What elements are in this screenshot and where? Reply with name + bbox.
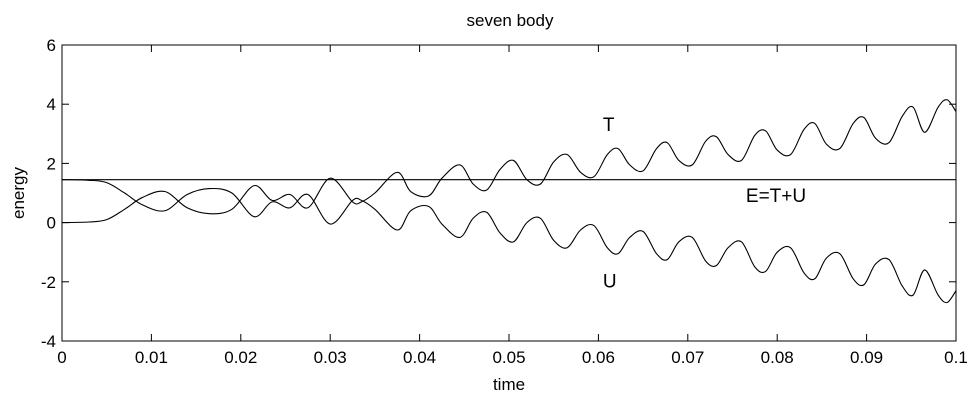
x-tick-label: 0.09 [850, 348, 883, 367]
x-tick-label: 0.1 [944, 348, 968, 367]
series-line-t [61, 99, 957, 224]
x-axis-label: time [493, 375, 525, 394]
x-tick-label: 0.02 [224, 348, 257, 367]
x-tick-label: 0 [57, 348, 66, 367]
series-lines [61, 99, 957, 304]
annotations: T E=T+U U [603, 115, 806, 293]
axis-ticks: 0 0.01 0.02 0.03 0.04 0.05 0.06 0.07 0.08 0.09 0.1… [41, 36, 968, 367]
y-axis-label: energy [9, 167, 28, 219]
annotation-u: U [603, 272, 617, 293]
annotation-e-t-u: E=T+U [746, 186, 806, 207]
y-tick-label: -2 [41, 273, 56, 292]
x-tick-label: 0.04 [403, 348, 436, 367]
y-tick-label: 4 [47, 95, 56, 114]
y-tick-label: 2 [47, 154, 56, 173]
x-tick-label: 0.05 [492, 348, 525, 367]
y-tick-label: -4 [41, 332, 56, 351]
plot-area-frame [61, 44, 957, 342]
x-tick-label: 0.08 [761, 348, 794, 367]
series-line-u [61, 179, 957, 304]
x-tick-label: 0.07 [671, 348, 704, 367]
y-tick-label: 6 [47, 36, 56, 55]
x-tick-label: 0.06 [582, 348, 615, 367]
x-tick-label: 0.01 [135, 348, 168, 367]
chart-title: seven body [467, 11, 554, 30]
x-tick-label: 0.03 [314, 348, 347, 367]
y-tick-label: 0 [47, 214, 56, 233]
annotation-t: T [603, 115, 615, 136]
